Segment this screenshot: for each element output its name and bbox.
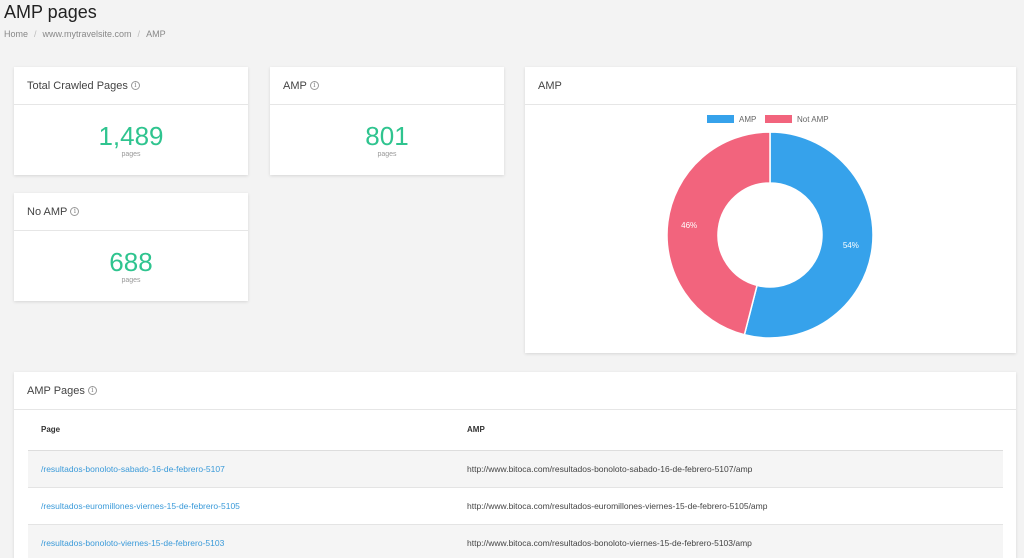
amp-chart-card: AMP AMP Not AMP 54% 46% [525, 67, 1016, 353]
card-header: Total Crawled Pages i [14, 67, 248, 105]
table-row: /resultados-bonoloto-viernes-15-de-febre… [28, 524, 1003, 558]
stat-value: 688 [109, 247, 153, 277]
total-crawled-card: Total Crawled Pages i 1,489 pages [14, 67, 248, 175]
card-title: AMP Pages [27, 384, 85, 397]
info-icon[interactable]: i [309, 81, 319, 90]
info-icon[interactable]: i [87, 386, 97, 395]
info-icon[interactable]: i [70, 207, 80, 216]
table-row: /resultados-euromillones-viernes-15-de-f… [28, 487, 1003, 525]
page-cell: /resultados-bonoloto-sabado-16-de-febrer… [28, 450, 455, 488]
amp-pages-table: Page AMP /resultados-bonoloto-sabado-16-… [28, 410, 1003, 558]
card-header: AMP i [270, 67, 504, 105]
stat-value: 801 [365, 121, 409, 151]
table-header-row: Page AMP [28, 410, 1003, 451]
card-title: AMP [283, 79, 307, 92]
card-header: No AMP i [14, 193, 248, 231]
legend-item-not-amp[interactable]: Not AMP [765, 115, 829, 124]
page-title: AMP pages [4, 2, 97, 22]
card-header: AMP Pages i [14, 372, 1016, 410]
page-link[interactable]: /resultados-euromillones-viernes-15-de-f… [41, 500, 240, 511]
breadcrumb-site[interactable]: www.mytravelsite.com [42, 29, 132, 39]
card-title: No AMP [27, 205, 68, 218]
legend-label: AMP [739, 115, 756, 124]
amp-url-cell: http://www.bitoca.com/resultados-bonolot… [455, 450, 1003, 488]
column-header-page[interactable]: Page [28, 410, 455, 451]
no-amp-card: No AMP i 688 pages [14, 193, 248, 301]
breadcrumb-home[interactable]: Home [4, 29, 29, 39]
legend-swatch [765, 115, 792, 123]
card-header: AMP [525, 67, 1016, 105]
slice-label: 46% [681, 221, 697, 230]
slice-amp[interactable] [743, 131, 874, 339]
amp-card: AMP i 801 pages [270, 67, 504, 175]
stat-value: 1,489 [98, 121, 164, 151]
page-link[interactable]: /resultados-bonoloto-viernes-15-de-febre… [41, 537, 225, 548]
stat-unit: pages [121, 277, 141, 284]
amp-url-cell: http://www.bitoca.com/resultados-euromil… [455, 487, 1003, 525]
stat-unit: pages [121, 151, 141, 158]
legend-swatch [707, 115, 734, 123]
breadcrumb: Home / www.mytravelsite.com / AMP [4, 29, 166, 39]
breadcrumb-current: AMP [146, 29, 166, 39]
breadcrumb-separator: / [137, 29, 141, 39]
page-link[interactable]: /resultados-bonoloto-sabado-16-de-febrer… [41, 463, 225, 474]
legend-item-amp[interactable]: AMP [707, 115, 756, 124]
page-cell: /resultados-euromillones-viernes-15-de-f… [28, 487, 455, 525]
info-icon[interactable]: i [130, 81, 140, 90]
donut-chart: AMP Not AMP 54% 46% [666, 115, 874, 339]
breadcrumb-separator: / [34, 29, 37, 39]
card-title: AMP [538, 79, 562, 92]
stat-unit: pages [377, 151, 397, 158]
slice-not-amp[interactable] [666, 131, 771, 336]
page-cell: /resultados-bonoloto-viernes-15-de-febre… [28, 524, 455, 558]
amp-pages-card: AMP Pages i Page AMP /resultados-bonolot… [14, 372, 1016, 558]
legend-label: Not AMP [797, 115, 829, 124]
table-row: /resultados-bonoloto-sabado-16-de-febrer… [28, 450, 1003, 488]
slice-label: 54% [843, 241, 859, 250]
amp-url-cell: http://www.bitoca.com/resultados-bonolot… [455, 524, 1003, 558]
amp-pages-table-wrap: Page AMP /resultados-bonoloto-sabado-16-… [28, 410, 1003, 558]
column-header-amp[interactable]: AMP [455, 410, 1003, 451]
card-title: Total Crawled Pages [27, 79, 128, 92]
